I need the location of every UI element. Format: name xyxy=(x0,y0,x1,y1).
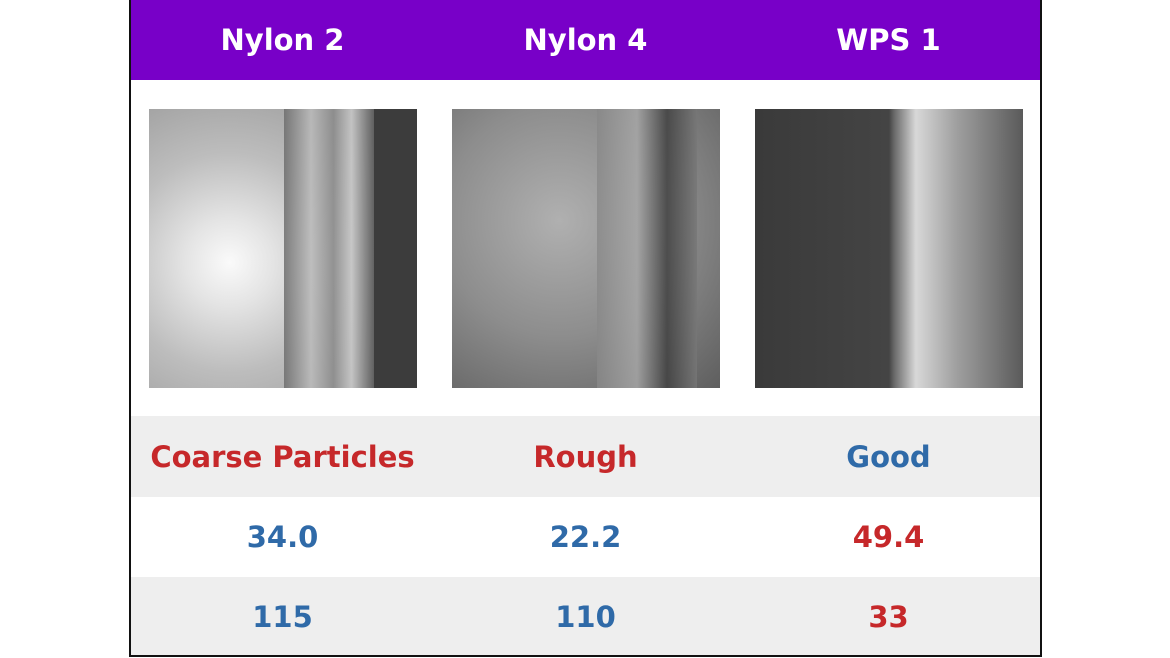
photo-stripe xyxy=(373,108,417,388)
table-cell: 110 xyxy=(555,600,616,634)
photo-stripe xyxy=(596,108,697,388)
table-cell: 34.0 xyxy=(246,520,319,554)
header-cell: Nylon 4 xyxy=(523,23,648,57)
table-cell: 33 xyxy=(868,600,909,634)
sample-photo xyxy=(451,108,720,388)
table-row: 34.0 22.2 49.4 xyxy=(131,497,1040,577)
photo-stripe xyxy=(283,108,374,388)
header-cell: Nylon 2 xyxy=(220,23,345,57)
image-cell xyxy=(737,80,1040,416)
table-row: Coarse Particles Rough Good xyxy=(131,416,1040,497)
comparison-table: Nylon 2 Nylon 4 WPS 1 Coarse Particles R… xyxy=(129,0,1042,657)
header-row: Nylon 2 Nylon 4 WPS 1 xyxy=(131,0,1040,80)
table-cell: Rough xyxy=(533,439,638,474)
table-cell: Coarse Particles xyxy=(150,439,415,474)
sample-photo xyxy=(754,108,1023,388)
sample-photo xyxy=(148,108,417,388)
table-row: 115 110 33 xyxy=(131,577,1040,655)
table-cell: 115 xyxy=(252,600,313,634)
image-cell xyxy=(131,80,434,416)
table-cell: 22.2 xyxy=(549,520,622,554)
table-cell: Good xyxy=(846,439,931,474)
header-cell: WPS 1 xyxy=(836,23,941,57)
table-cell: 49.4 xyxy=(852,520,925,554)
image-cell xyxy=(434,80,737,416)
image-row xyxy=(131,80,1040,416)
